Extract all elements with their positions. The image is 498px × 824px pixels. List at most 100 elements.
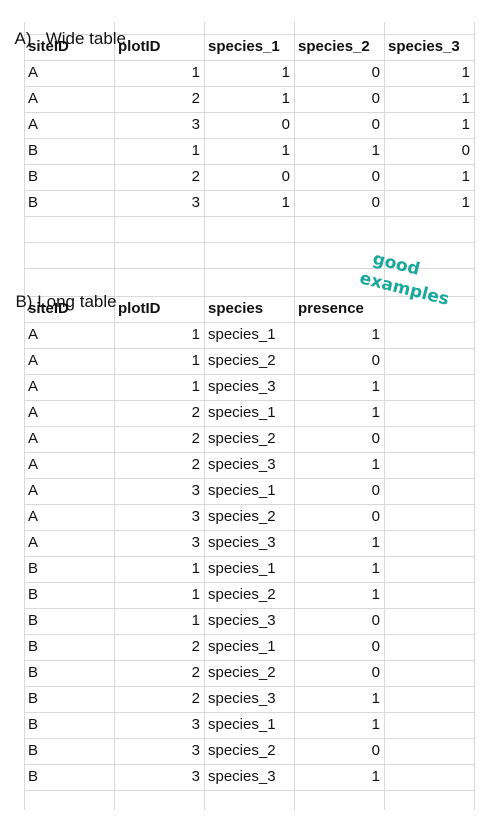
long-table-cell[interactable]: 0 <box>371 742 380 759</box>
long-table-cell[interactable]: 3 <box>191 534 200 551</box>
long-table-cell[interactable]: species_1 <box>208 716 276 733</box>
wide-table-cell[interactable]: 1 <box>191 64 200 81</box>
long-table-cell[interactable]: B <box>28 742 39 759</box>
wide-table-cell[interactable]: 1 <box>461 64 470 81</box>
wide-table-header-species-3[interactable]: species_3 <box>388 38 460 55</box>
long-table-cell[interactable]: species_2 <box>208 508 276 525</box>
long-table-cell[interactable]: 2 <box>191 456 200 473</box>
long-table-cell[interactable]: A <box>28 456 39 473</box>
long-table-cell[interactable]: species_1 <box>208 638 276 655</box>
long-table-cell[interactable]: 1 <box>371 716 380 733</box>
wide-table-cell[interactable]: 1 <box>461 168 470 185</box>
long-table-cell[interactable]: species_2 <box>208 586 276 603</box>
long-table-cell[interactable]: 3 <box>191 482 200 499</box>
long-table-cell[interactable]: A <box>28 482 39 499</box>
long-table-cell[interactable]: species_3 <box>208 456 276 473</box>
long-table-cell[interactable]: B <box>28 716 39 733</box>
long-table-cell[interactable]: A <box>28 430 39 447</box>
wide-table-cell[interactable]: 1 <box>191 142 200 159</box>
wide-table-cell[interactable]: 1 <box>281 194 290 211</box>
long-table-cell[interactable]: 1 <box>371 690 380 707</box>
wide-table-cell[interactable]: 0 <box>281 116 290 133</box>
long-table-cell[interactable]: species_2 <box>208 664 276 681</box>
long-table-cell[interactable]: A <box>28 508 39 525</box>
long-table-cell[interactable]: 1 <box>191 586 200 603</box>
long-table-cell[interactable]: species_2 <box>208 742 276 759</box>
long-table-cell[interactable]: 3 <box>191 508 200 525</box>
long-table-cell[interactable]: A <box>28 326 39 343</box>
long-table-cell[interactable]: B <box>28 560 39 577</box>
wide-table-cell[interactable]: 1 <box>461 90 470 107</box>
long-table-cell[interactable]: 3 <box>191 768 200 785</box>
wide-table-cell[interactable]: 0 <box>371 116 380 133</box>
wide-table-cell[interactable]: 1 <box>281 64 290 81</box>
long-table-cell[interactable]: A <box>28 404 39 421</box>
long-table-header-siteid[interactable]: siteID <box>28 300 69 317</box>
long-table-cell[interactable]: species_1 <box>208 326 276 343</box>
long-table-cell[interactable]: 0 <box>371 352 380 369</box>
wide-table-cell[interactable]: 0 <box>281 168 290 185</box>
wide-table-header-plotid[interactable]: plotID <box>118 38 161 55</box>
long-table-cell[interactable]: species_3 <box>208 378 276 395</box>
wide-table-header-species-2[interactable]: species_2 <box>298 38 370 55</box>
long-table-cell[interactable]: 0 <box>371 482 380 499</box>
long-table-cell[interactable]: species_3 <box>208 612 276 629</box>
wide-table-cell[interactable]: 0 <box>371 194 380 211</box>
long-table-cell[interactable]: B <box>28 690 39 707</box>
long-table-header-presence[interactable]: presence <box>298 300 364 317</box>
long-table-cell[interactable]: species_1 <box>208 404 276 421</box>
long-table-cell[interactable]: 1 <box>371 326 380 343</box>
long-table-cell[interactable]: B <box>28 638 39 655</box>
wide-table-cell[interactable]: 0 <box>371 90 380 107</box>
wide-table-header-siteid[interactable]: siteID <box>28 38 69 55</box>
wide-table-cell[interactable]: 1 <box>461 194 470 211</box>
long-table-cell[interactable]: species_2 <box>208 352 276 369</box>
wide-table-cell[interactable]: 3 <box>191 194 200 211</box>
long-table-cell[interactable]: 1 <box>191 352 200 369</box>
long-table-cell[interactable]: A <box>28 378 39 395</box>
long-table-cell[interactable]: 3 <box>191 742 200 759</box>
long-table-cell[interactable]: 1 <box>371 456 380 473</box>
long-table-cell[interactable]: 1 <box>371 586 380 603</box>
wide-table-cell[interactable]: 3 <box>191 116 200 133</box>
long-table-cell[interactable]: 2 <box>191 690 200 707</box>
long-table-cell[interactable]: A <box>28 534 39 551</box>
long-table-cell[interactable]: 2 <box>191 664 200 681</box>
wide-table-cell[interactable]: 1 <box>371 142 380 159</box>
long-table-cell[interactable]: 0 <box>371 612 380 629</box>
wide-table-cell[interactable]: 0 <box>371 168 380 185</box>
long-table-cell[interactable]: B <box>28 586 39 603</box>
long-table-cell[interactable]: 1 <box>191 326 200 343</box>
long-table-cell[interactable]: 0 <box>371 430 380 447</box>
long-table-cell[interactable]: B <box>28 612 39 629</box>
long-table-cell[interactable]: species_3 <box>208 768 276 785</box>
wide-table-cell[interactable]: A <box>28 116 39 133</box>
long-table-cell[interactable]: species_3 <box>208 534 276 551</box>
wide-table-cell[interactable]: 1 <box>281 142 290 159</box>
long-table-header-species[interactable]: species <box>208 300 264 317</box>
long-table-cell[interactable]: 1 <box>371 560 380 577</box>
long-table-cell[interactable]: species_2 <box>208 430 276 447</box>
long-table-cell[interactable]: A <box>28 352 39 369</box>
wide-table-cell[interactable]: 2 <box>191 168 200 185</box>
long-table-cell[interactable]: 2 <box>191 404 200 421</box>
wide-table-cell[interactable]: 0 <box>461 142 470 159</box>
wide-table-header-species-1[interactable]: species_1 <box>208 38 280 55</box>
long-table-header-plotid[interactable]: plotID <box>118 300 161 317</box>
long-table-cell[interactable]: 2 <box>191 638 200 655</box>
long-table-cell[interactable]: B <box>28 664 39 681</box>
long-table-cell[interactable]: 1 <box>191 612 200 629</box>
long-table-cell[interactable]: 1 <box>371 534 380 551</box>
long-table-cell[interactable]: 1 <box>371 378 380 395</box>
long-table-cell[interactable]: 0 <box>371 508 380 525</box>
wide-table-cell[interactable]: 1 <box>461 116 470 133</box>
long-table-cell[interactable]: species_3 <box>208 690 276 707</box>
wide-table-cell[interactable]: A <box>28 90 39 107</box>
long-table-cell[interactable]: 2 <box>191 430 200 447</box>
wide-table-cell[interactable]: 2 <box>191 90 200 107</box>
long-table-cell[interactable]: 1 <box>371 404 380 421</box>
long-table-cell[interactable]: species_1 <box>208 560 276 577</box>
long-table-cell[interactable]: B <box>28 768 39 785</box>
wide-table-cell[interactable]: B <box>28 168 39 185</box>
wide-table-cell[interactable]: B <box>28 142 39 159</box>
